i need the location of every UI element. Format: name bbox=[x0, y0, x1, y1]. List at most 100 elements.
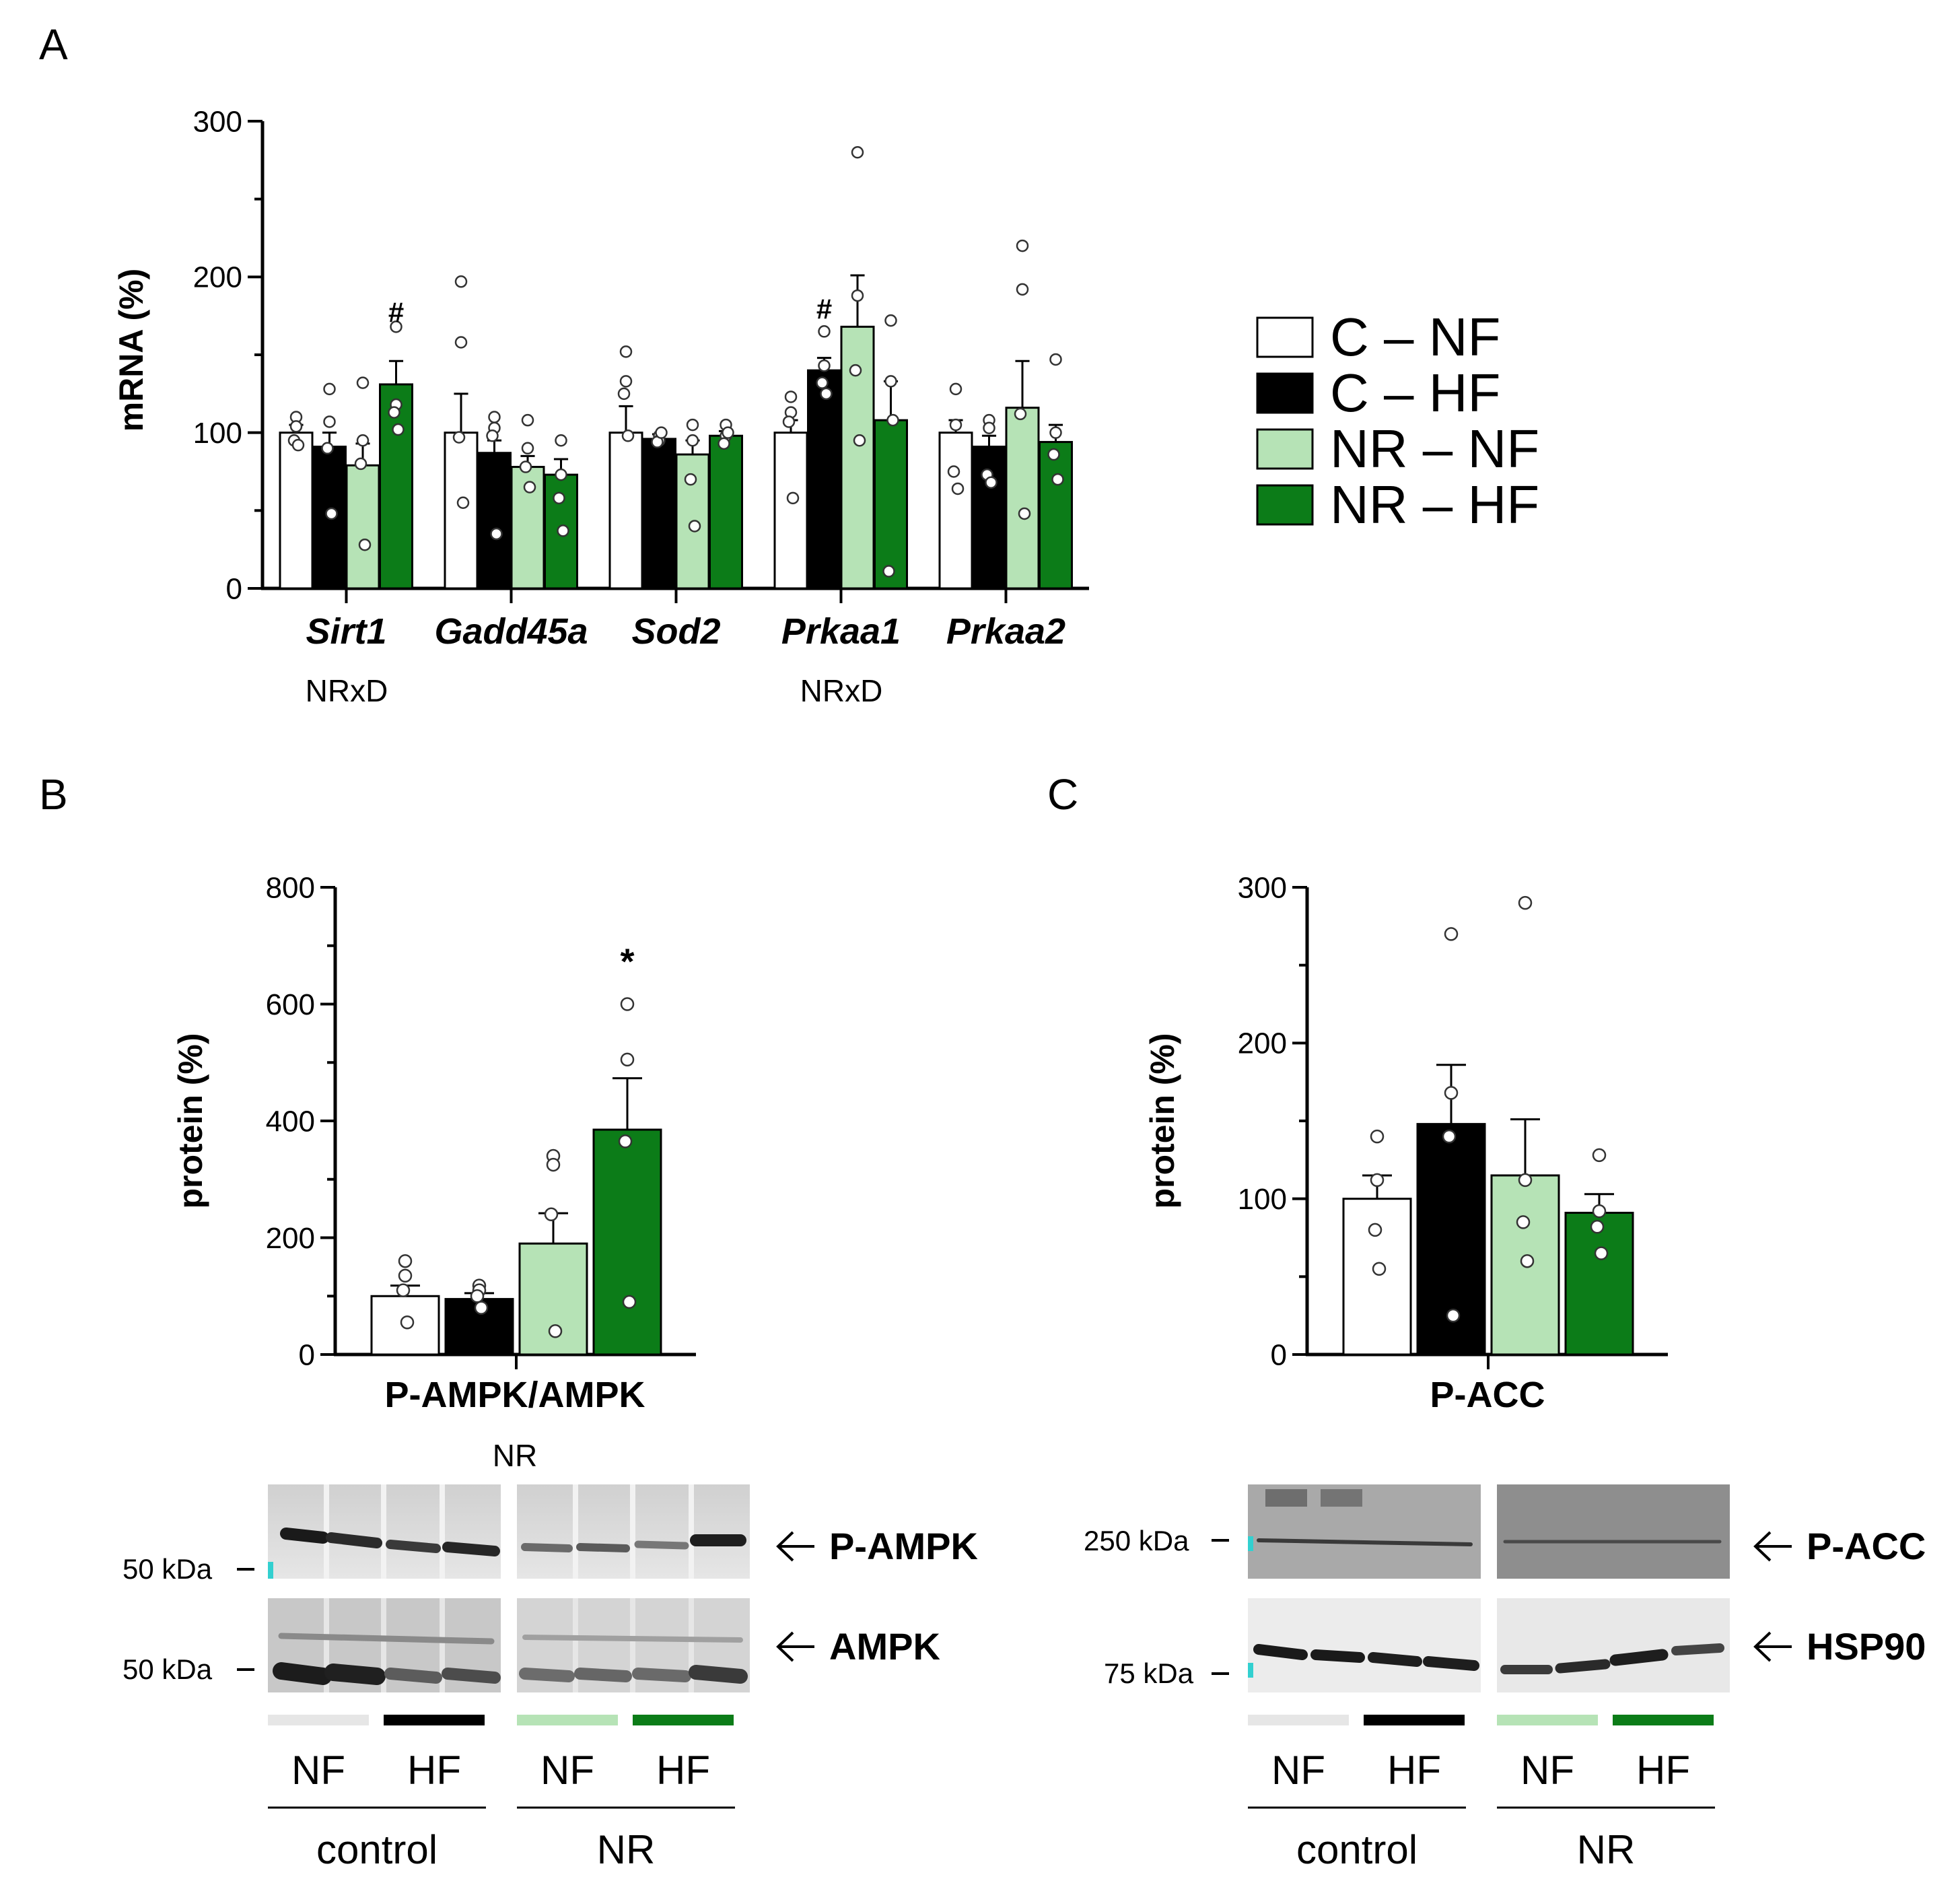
legend-item-nr-nf: NR – NF bbox=[1256, 419, 1539, 479]
category-label: Prkaa1 bbox=[781, 611, 901, 652]
data-point bbox=[949, 418, 963, 432]
data-point bbox=[886, 413, 899, 427]
category-label: Sirt1 bbox=[306, 611, 386, 652]
legend-swatch bbox=[1256, 428, 1314, 470]
blot-b-strip-nr-hf bbox=[633, 1715, 734, 1725]
data-point bbox=[619, 375, 633, 388]
blot-b-lane-gaps bbox=[324, 1484, 694, 1579]
blot-b-kda-label: 50 kDa bbox=[123, 1653, 213, 1685]
blot-c-strip-c-hf bbox=[1364, 1715, 1465, 1725]
data-point bbox=[488, 411, 501, 423]
legend-swatch bbox=[1256, 372, 1314, 414]
data-point bbox=[546, 1157, 561, 1172]
data-point bbox=[521, 413, 534, 427]
lane-label: NF bbox=[540, 1748, 594, 1793]
bar bbox=[379, 383, 413, 590]
bar bbox=[773, 432, 808, 590]
blot-c-kda-label: 75 kDa bbox=[1104, 1657, 1194, 1689]
data-point bbox=[388, 406, 400, 419]
bar bbox=[874, 419, 908, 590]
category-label: Gadd45a bbox=[434, 611, 588, 652]
data-point bbox=[853, 434, 866, 447]
data-point bbox=[1446, 1308, 1461, 1323]
legend-swatch bbox=[1256, 484, 1314, 526]
blot-b-kda-label: 50 kDa bbox=[123, 1553, 213, 1585]
effect-label: NRxD bbox=[800, 673, 883, 708]
lane-label: NF bbox=[291, 1748, 345, 1793]
data-point bbox=[1047, 448, 1060, 461]
lane-label: NF bbox=[1271, 1748, 1325, 1793]
chart-c-title: P-ACC bbox=[1430, 1375, 1545, 1415]
data-point bbox=[321, 442, 334, 455]
data-point bbox=[686, 434, 699, 447]
data-point bbox=[454, 275, 468, 288]
data-point bbox=[557, 524, 569, 537]
data-point bbox=[882, 565, 895, 578]
blot-b-bands-pampk bbox=[280, 1528, 746, 1556]
group-label: control bbox=[316, 1827, 438, 1872]
data-point bbox=[784, 390, 798, 403]
bar bbox=[938, 432, 973, 590]
data-point bbox=[1592, 1204, 1607, 1219]
blot-c-row-label: HSP90 bbox=[1807, 1625, 1926, 1668]
data-point bbox=[390, 320, 403, 333]
data-point bbox=[619, 345, 633, 358]
blot-c-strip-nr-nf bbox=[1497, 1715, 1598, 1725]
bar bbox=[972, 445, 1006, 590]
data-point bbox=[617, 387, 631, 401]
lane-label: HF bbox=[1387, 1748, 1441, 1793]
data-point bbox=[1370, 1173, 1385, 1188]
lane-label: HF bbox=[407, 1748, 461, 1793]
chart-a: mRNA (%) 0 100 200 300 Sirt1 Gadd45a Sod2 Prka… bbox=[112, 105, 1089, 708]
data-point bbox=[1370, 1129, 1385, 1144]
data-point bbox=[1518, 895, 1533, 910]
y-tick-label: 800 bbox=[266, 871, 315, 904]
bar bbox=[279, 432, 314, 590]
y-tick-label: 0 bbox=[299, 1338, 315, 1371]
y-tick-label: 0 bbox=[1271, 1338, 1287, 1371]
data-point bbox=[622, 1295, 637, 1309]
data-point bbox=[851, 289, 864, 302]
data-point bbox=[519, 460, 532, 473]
lane-label: HF bbox=[656, 1748, 710, 1793]
data-point bbox=[620, 997, 635, 1011]
chart-b-y-label: protein (%) bbox=[172, 1033, 209, 1208]
data-point bbox=[1592, 1148, 1607, 1163]
category-label: Sod2 bbox=[631, 611, 720, 652]
data-point bbox=[718, 437, 730, 450]
data-point bbox=[548, 1324, 563, 1338]
group-label: NR bbox=[1577, 1827, 1636, 1872]
panel-label-a: A bbox=[39, 20, 68, 69]
data-point bbox=[1520, 1254, 1535, 1268]
legend: C – NF C – HF NR – NF NR – HF bbox=[1256, 307, 1539, 535]
arrow-icon bbox=[1753, 1631, 1792, 1662]
bar bbox=[477, 452, 512, 590]
chart-b-title: P-AMPK/AMPK bbox=[385, 1375, 645, 1415]
bar bbox=[1039, 441, 1073, 590]
data-point bbox=[555, 468, 567, 481]
blot-c-membrane bbox=[1248, 1598, 1481, 1692]
data-point bbox=[452, 431, 466, 444]
data-point bbox=[454, 336, 468, 349]
data-point bbox=[291, 438, 305, 452]
blot-c-marker-dot bbox=[1248, 1536, 1253, 1551]
chart-b-effect: NR bbox=[493, 1438, 537, 1473]
data-point bbox=[398, 1254, 413, 1268]
data-point bbox=[1016, 239, 1029, 252]
blot-c: 250 kDa 75 kDa P-ACC HSP90 NF HF NF HF c… bbox=[1084, 1484, 1926, 1872]
data-point bbox=[323, 382, 336, 396]
data-point bbox=[849, 364, 862, 377]
data-point bbox=[684, 473, 697, 486]
y-tick-label: 200 bbox=[1238, 1027, 1287, 1060]
data-point bbox=[392, 423, 405, 436]
data-point bbox=[851, 146, 864, 159]
data-point bbox=[786, 491, 800, 505]
data-point bbox=[356, 434, 370, 447]
bar bbox=[345, 464, 380, 590]
bar bbox=[592, 1128, 662, 1356]
data-point bbox=[884, 375, 897, 388]
data-point bbox=[884, 314, 897, 327]
data-point bbox=[1018, 507, 1031, 520]
data-point bbox=[818, 325, 831, 338]
y-tick-label: 100 bbox=[193, 417, 242, 450]
